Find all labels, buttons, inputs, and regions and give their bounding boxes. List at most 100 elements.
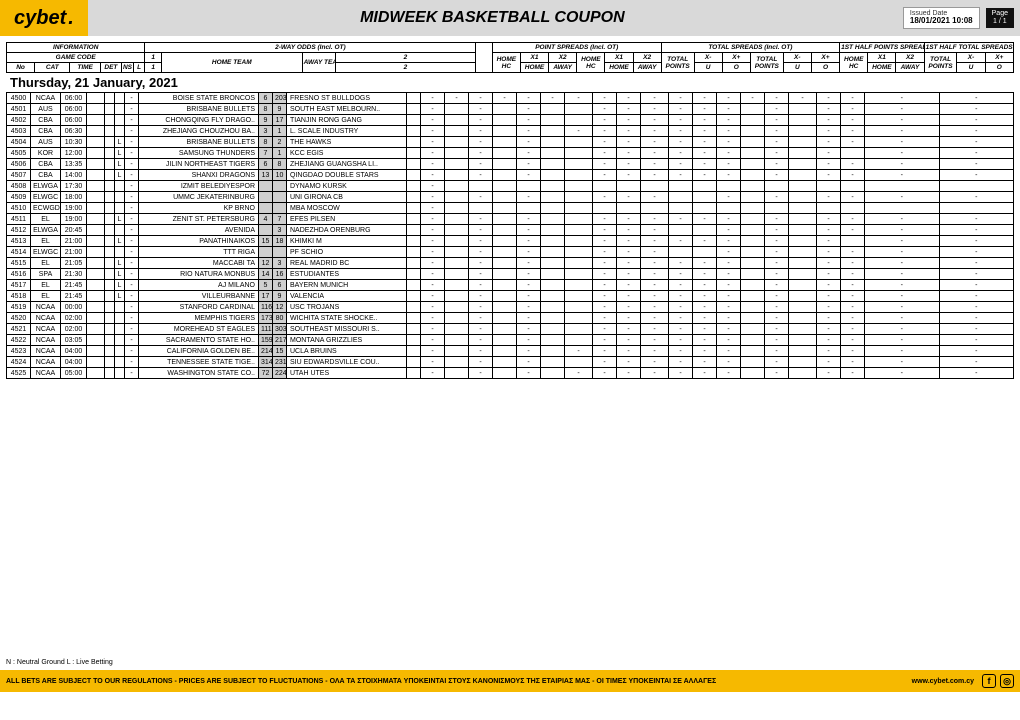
- table-row: 4518EL21:45L-VILLEURBANNE179VALENCIA----…: [7, 291, 1014, 302]
- table-row: 4509ELWGC18:00-UMMC JEKATERINBURGUNI GIR…: [7, 192, 1014, 203]
- hdr-first-half-ps: 1ST HALF POINTS SPREADS: [840, 43, 924, 53]
- sheet: INFORMATION 2-WAY ODDS (Incl. OT) POINT …: [0, 36, 1020, 385]
- instagram-icon[interactable]: ◎: [1000, 674, 1014, 688]
- meta-area: Issued Date 18/01/2021 10:08 Page 1 / 1: [897, 0, 1020, 36]
- hdr-one-top: 1: [145, 53, 161, 63]
- disclaimer: ALL BETS ARE SUBJECT TO OUR REGULATIONS …: [6, 678, 716, 685]
- table-row: 4514ELWGC21:00-TTT RIGAPF SCHIO---------…: [7, 247, 1014, 258]
- website: www.cybet.com.cy: [912, 678, 974, 685]
- hdr-ts-o: O: [722, 63, 750, 73]
- topbar: cybet. MIDWEEK BASKETBALL COUPON Issued …: [0, 0, 1020, 36]
- hdr-away-team: AWAY TEAM: [302, 53, 335, 73]
- hdr-twoway: 2-WAY ODDS (Incl. OT): [145, 43, 476, 53]
- hdr-det: DET: [100, 63, 121, 73]
- hdr-ft-total-points: TOTALPOINTS: [924, 53, 957, 73]
- header-table: INFORMATION 2-WAY ODDS (Incl. OT) POINT …: [6, 42, 1014, 73]
- hdr-game-code: GAME CODE: [7, 53, 145, 63]
- hdr-ts-xminus: X-: [694, 53, 722, 63]
- header-row-1: INFORMATION 2-WAY ODDS (Incl. OT) POINT …: [7, 43, 1014, 53]
- brand-bet: bet: [36, 7, 66, 30]
- hdr-ps-away-hc: HOMEHC: [577, 53, 605, 73]
- hdr-ts-u: U: [694, 63, 722, 73]
- table-row: 4513EL21:00L-PANATHINAIKOS1518KHIMKI M--…: [7, 236, 1014, 247]
- table-row: 4501AUS06:00-BRISBANE BULLETS89SOUTH EAS…: [7, 104, 1014, 115]
- table-row: 4511EL19:00L-ZENIT ST. PETERSBURG47EFES …: [7, 214, 1014, 225]
- footer-bar: ALL BETS ARE SUBJECT TO OUR REGULATIONS …: [0, 670, 1020, 692]
- brand-logo: cybet.: [0, 0, 88, 36]
- hdr-ps-home2: HOME: [605, 63, 633, 73]
- hdr-ps-x2b: X2: [633, 53, 661, 63]
- hdr-first-half-ts: 1ST HALF TOTAL SPREADS: [924, 43, 1013, 53]
- hdr-ts-total-points: TOTALPOINTS: [661, 53, 694, 73]
- data-table: 4500NCAA06:00-BOISE STATE BRONCOS6203FRE…: [6, 92, 1014, 379]
- table-row: 4525NCAA05:00-WASHINGTON STATE CO..72224…: [7, 368, 1014, 379]
- hdr-fh-home-hc: HOMEHC: [840, 53, 868, 73]
- hdr-ft-o: O: [985, 63, 1013, 73]
- issued-value: 18/01/2021 10:08: [910, 17, 973, 26]
- hdr-ps-x2: X2: [549, 53, 577, 63]
- page-value: 1 / 1: [992, 18, 1008, 26]
- table-row: 4524NCAA04:00-TENNESSEE STATE TIGE..3142…: [7, 357, 1014, 368]
- hdr-ps-x1: X1: [520, 53, 548, 63]
- hdr-ps-away: AWAY: [549, 63, 577, 73]
- issued-date-box: Issued Date 18/01/2021 10:08: [903, 7, 980, 29]
- brand-cy: cy: [14, 7, 36, 30]
- table-row: 4521NCAA02:00-MOREHEAD ST EAGLES111303SO…: [7, 324, 1014, 335]
- hdr-fh-x1: X1: [868, 53, 896, 63]
- hdr-one: 1: [145, 63, 161, 73]
- hdr-time: TIME: [70, 63, 101, 73]
- hdr-information: INFORMATION: [7, 43, 145, 53]
- table-row: 4516SPA21:30L-RIO NATURA MONBUS1416ESTUD…: [7, 269, 1014, 280]
- hdr-cat: CAT: [35, 63, 70, 73]
- table-row: 4517EL21:45L-AJ MILANO56BAYERN MUNICH---…: [7, 280, 1014, 291]
- page-label: Page: [992, 10, 1008, 18]
- table-row: 4519NCAA00:00-STANFORD CARDINAL11612USC …: [7, 302, 1014, 313]
- table-row: 4502CBA06:00-CHONGQING FLY DRAGO..917TIA…: [7, 115, 1014, 126]
- hdr-no: No: [7, 63, 35, 73]
- hdr-ts-xminus2: X-: [783, 53, 811, 63]
- page-box: Page 1 / 1: [986, 8, 1014, 27]
- hdr-two-top: 2: [335, 53, 476, 63]
- hdr-fh-home: HOME: [868, 63, 896, 73]
- hdr-ft-xminus: X-: [957, 53, 985, 63]
- table-row: 4504AUS10:30L-BRISBANE BULLETS82THE HAWK…: [7, 137, 1014, 148]
- table-row: 4503CBA06:30-ZHEJIANG CHOUZHOU BA..31L. …: [7, 126, 1014, 137]
- hdr-ps-away2: AWAY: [633, 63, 661, 73]
- table-row: 4522NCAA03:05-SACRAMENTO STATE HO..15921…: [7, 335, 1014, 346]
- hdr-ns: NS: [121, 63, 133, 73]
- page-title: MIDWEEK BASKETBALL COUPON: [88, 0, 897, 36]
- hdr-ts-o2: O: [811, 63, 839, 73]
- hdr-ps-home: HOME: [520, 63, 548, 73]
- hdr-ts-xplus: X+: [722, 53, 750, 63]
- hdr-ps-home-hc: HOMEHC: [492, 53, 520, 73]
- table-row: 4506CBA13:35L-JILIN NORTHEAST TIGERS68ZH…: [7, 159, 1014, 170]
- hdr-ps-x1b: X1: [605, 53, 633, 63]
- hdr-ts-u2: U: [783, 63, 811, 73]
- hdr-blank: [476, 43, 492, 73]
- hdr-total-spreads: TOTAL SPREADS (Incl. OT): [661, 43, 839, 53]
- table-row: 4507CBA14:00L-SHANXI DRAGONS1310QINGDAO …: [7, 170, 1014, 181]
- date-header: Thursday, 21 January, 2021: [6, 73, 1014, 92]
- hdr-l: L: [133, 63, 145, 73]
- header-row-2: GAME CODE 1 HOME TEAM AWAY TEAM 2 HOMEHC…: [7, 53, 1014, 63]
- table-row: 4520NCAA02:00-MEMPHIS TIGERS17380WICHITA…: [7, 313, 1014, 324]
- hdr-fh-away: AWAY: [896, 63, 924, 73]
- table-row: 4515EL21:05L-MACCABI TA123REAL MADRID BC…: [7, 258, 1014, 269]
- table-row: 4510ECWGD19:00-KP BRNOMBA MOSCOW-: [7, 203, 1014, 214]
- table-row: 4523NCAA04:00-CALIFORNIA GOLDEN BE..2141…: [7, 346, 1014, 357]
- hdr-ts-xplus2: X+: [811, 53, 839, 63]
- hdr-ts-total-points2: TOTALPOINTS: [750, 53, 783, 73]
- facebook-icon[interactable]: f: [982, 674, 996, 688]
- brand-dot: .: [68, 7, 74, 30]
- table-row: 4512ELWGA20:45-AVENIDA3NADEZHDA ORENBURG…: [7, 225, 1014, 236]
- hdr-point-spreads: POINT SPREADS (Incl. OT): [492, 43, 661, 53]
- hdr-fh-x2: X2: [896, 53, 924, 63]
- table-row: 4500NCAA06:00-BOISE STATE BRONCOS6203FRE…: [7, 93, 1014, 104]
- hdr-home-team: HOME TEAM: [161, 53, 302, 73]
- legend: N : Neutral Ground L : Live Betting: [0, 655, 1020, 670]
- social-icons: f ◎: [982, 674, 1014, 688]
- hdr-two: 2: [335, 63, 476, 73]
- table-row: 4505KOR12:00L-SAMSUNG THUNDERS71KCC EGIS…: [7, 148, 1014, 159]
- table-row: 4508ELWGA17:30-IZMIT BELEDIYESPORDYNAMO …: [7, 181, 1014, 192]
- hdr-ft-xplus: X+: [985, 53, 1013, 63]
